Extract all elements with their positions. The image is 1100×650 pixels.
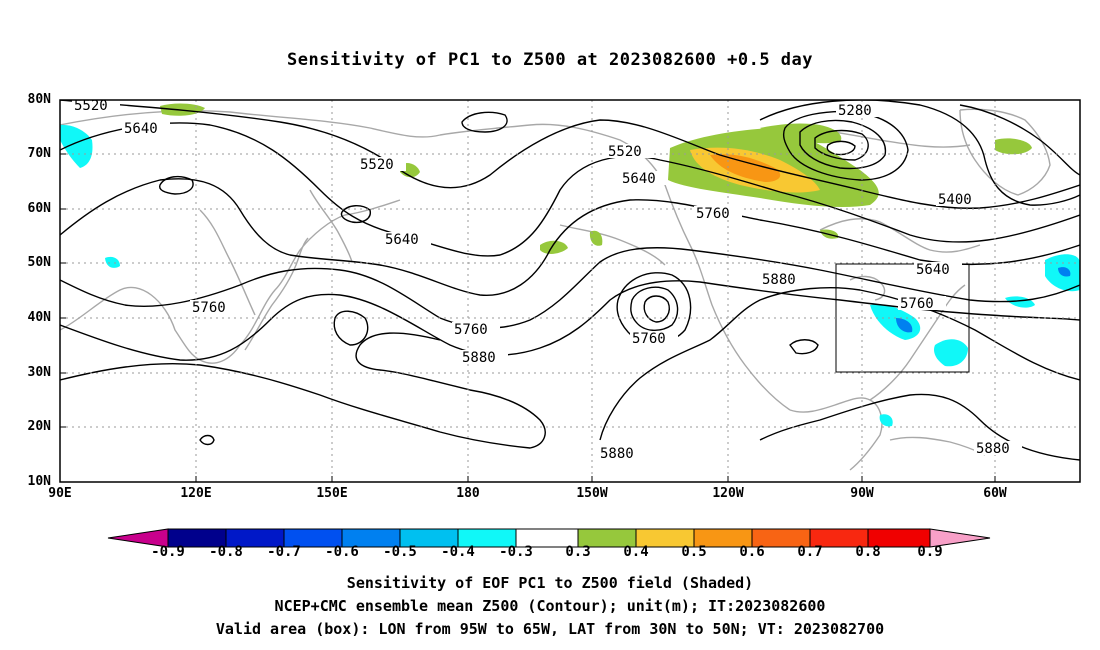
z500-contours [60,100,1080,461]
colorbar-label: -0.7 [267,544,301,560]
lat-label: 20N [27,419,51,434]
axis-ticks [60,153,996,482]
colorbar-label: 0.6 [739,544,765,560]
lat-label: 80N [27,92,51,107]
lat-label: 60N [27,201,51,216]
lat-label: 50N [27,255,51,270]
colorbar-label: -0.6 [325,544,359,560]
colorbar-label: -0.5 [383,544,417,560]
caption-line-1: Sensitivity of EOF PC1 to Z500 field (Sh… [346,574,754,592]
contour-label: 5880 [462,350,496,366]
gridlines [60,100,1080,482]
lat-label: 40N [27,310,51,325]
colorbar-label: 0.7 [797,544,823,560]
lon-label: 120E [180,486,212,501]
contour-label: 5520 [74,98,108,114]
contour-label: 5880 [600,446,634,462]
contour-label: 5640 [622,171,656,187]
contour-label: 5760 [632,331,666,347]
lon-label: 120W [712,486,744,501]
colorbar-label: 0.4 [623,544,649,560]
colorbar-label: 0.9 [917,544,943,560]
lon-label: 90W [850,486,874,501]
colorbar-label: 0.3 [565,544,591,560]
colorbar-label: 0.5 [681,544,707,560]
lon-label: 60W [983,486,1007,501]
contour-label: 5640 [124,121,158,137]
contour-label: 5760 [696,206,730,222]
lon-label: 90E [48,486,72,501]
contour-label: 5880 [976,441,1010,457]
contour-label: 5520 [608,144,642,160]
colorbar-label: -0.3 [499,544,533,560]
contour-label: 5400 [938,192,972,208]
sensitivity-shading [60,103,1080,427]
colorbar-max-triangle [929,528,991,548]
colorbar-label: -0.9 [151,544,185,560]
colorbar [107,528,991,548]
contour-label: 5880 [762,272,796,288]
coastlines [60,108,1051,471]
contour-label: 5520 [360,157,394,173]
colorbar-label: -0.8 [209,544,243,560]
caption-line-3: Valid area (box): LON from 95W to 65W, L… [215,620,885,638]
colorbar-label: -0.4 [441,544,475,560]
lat-label: 70N [27,146,51,161]
contour-label: 5640 [385,232,419,248]
caption-line-2: NCEP+CMC ensemble mean Z500 (Contour); u… [274,597,826,615]
lon-label: 150W [576,486,608,501]
contour-label: 5280 [838,103,872,119]
lon-label: 180 [456,486,480,501]
plot-frame [59,99,1081,483]
lat-label: 30N [27,365,51,380]
contour-label: 5640 [916,262,950,278]
lat-label: 10N [27,474,51,489]
map-title: Sensitivity of PC1 to Z500 at 2023082600… [286,50,813,70]
lon-label: 150E [316,486,348,501]
contour-labels: 5520 5640 5520 5640 5760 5760 5880 5520 … [72,98,1022,462]
contour-label: 5760 [900,296,934,312]
contour-label: 5760 [192,300,226,316]
contour-label: 5760 [454,322,488,338]
colorbar-label: 0.8 [855,544,881,560]
